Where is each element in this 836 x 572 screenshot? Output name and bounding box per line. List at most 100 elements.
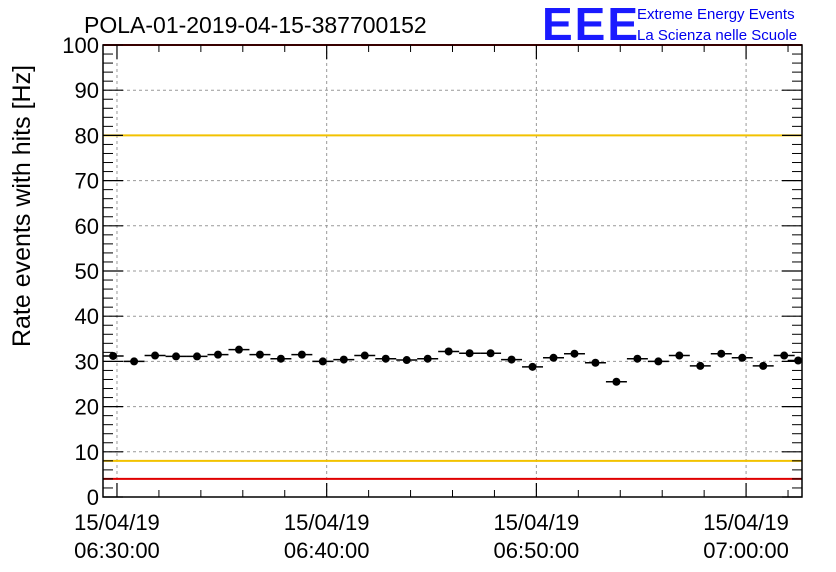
y-tick-label: 100 <box>62 33 99 58</box>
point-marker <box>213 350 222 359</box>
data-point <box>396 356 418 365</box>
data-point <box>375 354 397 363</box>
data-point <box>647 357 669 366</box>
threshold-lines <box>103 44 802 480</box>
data-point <box>543 353 564 362</box>
point-marker <box>402 356 411 365</box>
data-point <box>165 352 187 361</box>
axis-ticks <box>103 44 802 498</box>
x-tick-label-date: 15/04/19 <box>74 510 160 535</box>
point-marker <box>528 362 537 371</box>
point-marker <box>654 357 663 366</box>
y-tick-label: 70 <box>75 169 99 194</box>
point-marker <box>255 350 264 359</box>
data-point <box>249 350 271 359</box>
eee-logo-line2: La Scienza nelle Scuole <box>637 27 797 44</box>
data-point <box>480 349 502 358</box>
point-marker <box>717 349 726 358</box>
point-marker <box>696 361 705 370</box>
y-tick-label: 20 <box>75 395 99 420</box>
x-tick-label-date: 15/04/19 <box>703 510 789 535</box>
point-marker <box>612 377 621 386</box>
point-marker <box>318 357 327 366</box>
point-marker <box>339 355 348 364</box>
point-marker <box>675 351 684 360</box>
data-point <box>563 349 585 358</box>
point-marker <box>234 345 243 354</box>
data-point <box>270 354 292 363</box>
point-marker <box>130 357 139 366</box>
data-point <box>501 355 523 364</box>
point-marker <box>172 352 181 361</box>
data-point <box>333 355 355 364</box>
data-point <box>291 350 313 359</box>
data-point <box>438 347 460 356</box>
y-tick-label: 30 <box>75 349 99 374</box>
x-tick-labels: 15/04/19 06:30:00 15/04/19 06:40:00 15/04/19… <box>74 510 789 563</box>
y-tick-label: 90 <box>75 78 99 103</box>
data-point <box>459 349 481 358</box>
data-point <box>312 357 334 366</box>
point-marker <box>759 361 768 370</box>
data-point <box>731 353 753 362</box>
data-point <box>605 377 627 386</box>
data-point <box>228 345 250 354</box>
data-point <box>144 351 166 360</box>
data-point <box>668 351 690 360</box>
chart-title: POLA-01-2019-04-15-387700152 <box>84 12 427 38</box>
data-point <box>752 361 774 370</box>
x-tick-label-time: 07:00:00 <box>703 538 789 563</box>
point-marker <box>193 352 202 361</box>
point-marker <box>507 355 516 364</box>
point-marker <box>738 353 747 362</box>
data-point <box>207 350 229 359</box>
data-point <box>103 351 124 360</box>
point-marker <box>297 350 306 359</box>
grid <box>103 45 802 497</box>
data-point <box>186 352 208 361</box>
x-tick-label-date: 15/04/19 <box>494 510 580 535</box>
point-marker <box>109 351 118 360</box>
point-marker <box>794 356 803 365</box>
x-tick-label-date: 15/04/19 <box>284 510 370 535</box>
point-marker <box>465 349 474 358</box>
data-point <box>354 351 376 360</box>
data-point <box>689 361 711 370</box>
eee-logo-mark: EEE <box>542 0 640 50</box>
y-tick-label: 50 <box>75 259 99 284</box>
data-point <box>773 351 795 360</box>
x-tick-label-time: 06:50:00 <box>494 538 580 563</box>
y-axis-label: Rate events with hits [Hz] <box>8 65 36 347</box>
y-tick-label: 0 <box>87 485 99 510</box>
x-tick-label-time: 06:40:00 <box>284 538 370 563</box>
y-tick-label: 80 <box>75 123 99 148</box>
data-point <box>522 362 544 371</box>
point-marker <box>381 354 390 363</box>
point-marker <box>591 358 600 367</box>
eee-logo-line1: Extreme Energy Events <box>637 6 795 23</box>
data-point <box>417 354 439 363</box>
data-point <box>710 349 732 358</box>
y-tick-label: 10 <box>75 440 99 465</box>
point-marker <box>444 347 453 356</box>
eee-logo: EEE Extreme Energy Events La Scienza nel… <box>542 0 797 50</box>
y-tick-label: 40 <box>75 304 99 329</box>
y-tick-label: 60 <box>75 214 99 239</box>
point-marker <box>423 354 432 363</box>
point-marker <box>549 353 558 362</box>
y-tick-labels: 0 10 20 30 40 50 60 70 80 90 100 <box>62 33 99 510</box>
point-marker <box>633 354 642 363</box>
point-marker <box>360 351 369 360</box>
point-marker <box>486 349 495 358</box>
data-point <box>626 354 648 363</box>
point-marker <box>570 349 579 358</box>
x-tick-label-time: 06:30:00 <box>74 538 160 563</box>
data-point <box>123 357 145 366</box>
point-marker <box>276 354 285 363</box>
data-point <box>584 358 606 367</box>
point-marker <box>151 351 160 360</box>
data-point <box>787 356 803 365</box>
point-marker <box>780 351 789 360</box>
data-points <box>103 345 803 386</box>
